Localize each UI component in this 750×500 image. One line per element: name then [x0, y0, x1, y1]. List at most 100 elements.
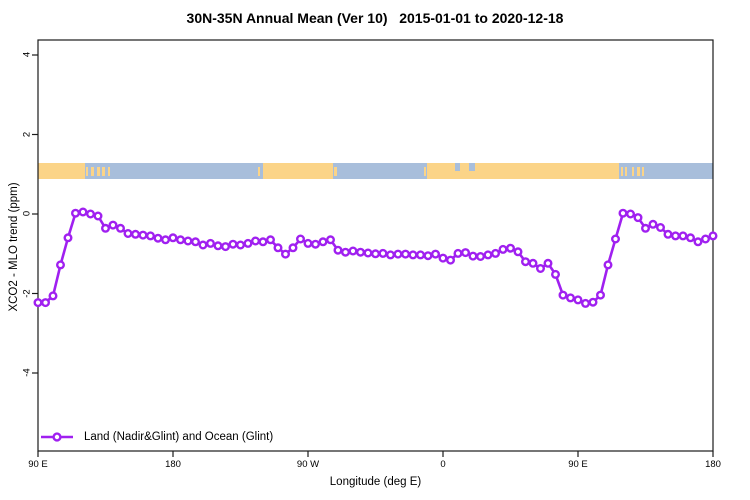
data-point-marker [438, 253, 448, 263]
island-dot [641, 167, 644, 176]
data-point-marker [626, 209, 636, 219]
island-dot [334, 167, 337, 176]
data-point-marker [48, 291, 58, 301]
data-point-marker [378, 248, 388, 258]
data-point-marker [513, 247, 523, 257]
data-point-marker [78, 207, 88, 217]
x-tick-label: 90 E [568, 459, 588, 470]
y-tick-label: 4 [21, 51, 33, 58]
data-point-marker [123, 228, 133, 238]
island-dot [620, 167, 623, 176]
data-point-marker [528, 258, 538, 268]
data-point-marker [648, 219, 658, 229]
data-point-marker [483, 250, 493, 260]
data-point-marker [153, 233, 163, 243]
data-point-marker [243, 238, 253, 248]
y-tick-label: 2 [21, 131, 33, 137]
data-point-marker [348, 246, 358, 256]
data-point-marker [266, 235, 276, 245]
ocean-notch [455, 163, 461, 171]
y-tick-label: -4 [21, 368, 33, 377]
data-point-marker [491, 248, 501, 258]
data-point-marker [536, 264, 546, 274]
x-tick-label: 180 [165, 459, 181, 470]
data-point-marker [168, 233, 178, 243]
data-point-marker [701, 234, 711, 244]
data-point-marker [63, 233, 73, 243]
data-point-marker [393, 249, 403, 259]
data-point-marker [273, 243, 283, 253]
data-point-marker [618, 208, 628, 218]
legend-label: Land (Nadir&Glint) and Ocean (Glint) [84, 431, 274, 443]
data-point-marker [303, 238, 313, 248]
data-point-marker [611, 234, 621, 244]
chart-title: 30N-35N Annual Mean (Ver 10) 2015-01-01 … [186, 10, 564, 26]
island-dot [91, 167, 95, 176]
island-dot [258, 167, 261, 176]
land-ocean-map-band [38, 163, 713, 179]
data-point-marker [205, 238, 215, 248]
data-point-marker [318, 237, 328, 247]
data-point-marker [281, 249, 291, 259]
data-point-marker [33, 298, 43, 308]
data-point-marker [115, 223, 125, 233]
data-point-marker [363, 248, 373, 258]
data-point-marker [356, 247, 366, 257]
data-point-marker [693, 237, 703, 247]
ocean-notch [469, 163, 475, 171]
data-point-marker [663, 229, 673, 239]
data-point-marker [573, 295, 583, 305]
data-point-marker [521, 257, 531, 267]
x-tick-label: 0 [440, 459, 446, 470]
x-tick-label: 90 W [296, 459, 320, 470]
island-dot [107, 167, 110, 176]
legend: Land (Nadir&Glint) and Ocean (Glint) [40, 429, 273, 445]
plot-border [37, 39, 714, 452]
data-point-marker [145, 231, 155, 241]
data-point-marker [333, 245, 343, 255]
land-segment [427, 163, 619, 179]
island-dot [636, 167, 640, 176]
island-dot [86, 167, 89, 176]
y-tick-label: -2 [21, 288, 33, 298]
data-point-marker [581, 298, 591, 308]
data-point-marker [558, 290, 568, 300]
data-point-marker [296, 234, 306, 244]
data-point-marker [228, 239, 238, 249]
island-dot [423, 167, 426, 176]
data-point-marker [453, 248, 463, 258]
data-point-marker [416, 250, 426, 260]
data-point-marker [431, 249, 441, 259]
data-point-marker [213, 241, 223, 251]
data-point-marker [198, 240, 208, 250]
data-point-marker [85, 209, 95, 219]
data-point-marker [386, 250, 396, 260]
data-point-marker [108, 220, 118, 230]
data-point-marker [235, 240, 245, 250]
data-point-marker [476, 251, 486, 261]
land-segment [38, 163, 85, 179]
data-point-marker [588, 297, 598, 307]
data-point-marker [311, 239, 321, 249]
data-point-marker [326, 235, 336, 245]
data-point-marker [708, 231, 718, 241]
data-point-marker [401, 249, 411, 259]
data-point-marker [678, 231, 688, 241]
data-point-marker [423, 251, 433, 261]
data-point-marker [641, 223, 651, 233]
data-point-marker [498, 244, 508, 254]
data-point-marker [543, 258, 553, 268]
data-point-marker [100, 223, 110, 233]
x-axis-title: Longitude (deg E) [329, 476, 422, 488]
data-point-marker [175, 235, 185, 245]
data-point-marker [258, 237, 268, 247]
data-point-marker [671, 231, 681, 241]
data-point-marker [686, 233, 696, 243]
legend-line-marker-icon [41, 432, 73, 442]
data-point-marker [603, 260, 613, 270]
data-point-marker [56, 260, 66, 270]
island-dot [625, 167, 628, 176]
data-point-marker [468, 251, 478, 261]
island-dot [632, 167, 635, 176]
